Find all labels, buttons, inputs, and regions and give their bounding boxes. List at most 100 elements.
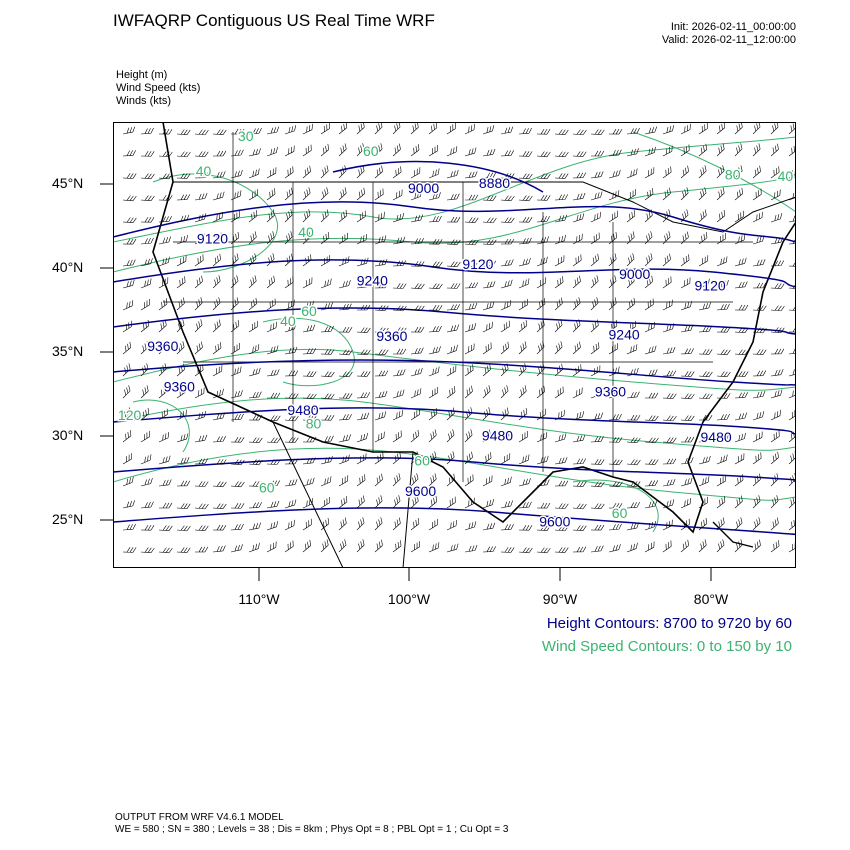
wind-barb: [788, 167, 796, 179]
lat-label-45n: 45°N: [52, 175, 84, 191]
wind-barb: [752, 143, 761, 157]
wind-barb: [770, 409, 781, 421]
wind-barb: [554, 297, 563, 311]
wind-barb: [698, 496, 708, 509]
wind-barb: [608, 366, 620, 377]
wind-barb: [194, 275, 203, 289]
wind-barbs: [122, 122, 796, 554]
height-contour-label: 9360: [147, 338, 178, 354]
wind-barb: [770, 327, 785, 333]
wind-barb: [734, 187, 744, 201]
wind-barb: [698, 476, 710, 487]
wind-barb: [410, 283, 425, 290]
wind-barb: [752, 327, 767, 334]
wind-barb: [266, 231, 275, 245]
wind-barb: [752, 411, 765, 421]
wind-barb: [122, 259, 136, 267]
wind-speed-contour-label: 40: [778, 168, 794, 184]
wind-barb: [266, 459, 281, 465]
wind-barb: [770, 236, 784, 245]
wind-barb: [770, 430, 780, 443]
wind-barb: [662, 253, 671, 267]
wind-barb: [302, 187, 311, 201]
wind-barb: [140, 454, 152, 465]
wind-barb: [716, 475, 727, 487]
wind-barb: [212, 171, 226, 179]
wind-barb: [338, 496, 348, 509]
wind-barb: [410, 122, 419, 135]
wind-speed-contour-label: 60: [259, 480, 275, 496]
weather-map: 8880 9000 9000 9120 9120 9120 9240 9240 9360 9360…: [113, 122, 796, 568]
wind-barb: [338, 393, 353, 399]
wind-barb: [644, 126, 658, 135]
wind-barb: [536, 195, 551, 201]
wind-barb: [554, 386, 564, 399]
wind-barb: [428, 429, 437, 443]
wind-barb: [266, 369, 280, 377]
wind-barb: [680, 415, 695, 421]
wind-barb: [338, 475, 349, 487]
wind-barb: [752, 517, 761, 531]
wind-barb: [356, 392, 371, 399]
wind-barb: [338, 209, 348, 223]
wind-barb: [554, 319, 563, 333]
wind-barb: [680, 348, 695, 355]
wind-barb: [356, 257, 369, 267]
wind-barb: [392, 166, 402, 179]
wind-barb: [284, 370, 299, 377]
wind-barb: [356, 453, 367, 465]
variable-winds-label: Winds (kts): [116, 95, 171, 107]
wind-barb: [662, 299, 673, 311]
wind-barb: [608, 169, 621, 179]
wind-barb: [572, 458, 587, 465]
wind-barb: [266, 321, 277, 333]
wind-barb: [302, 518, 312, 531]
wind-barb: [536, 502, 551, 509]
wind-barb: [770, 369, 784, 377]
wind-barb: [518, 195, 533, 202]
wind-barb: [140, 195, 155, 202]
wind-barb: [140, 524, 155, 531]
wind-barb: [320, 165, 329, 179]
wind-barb: [554, 173, 569, 179]
wind-barb: [518, 341, 527, 355]
wind-barb: [212, 342, 222, 355]
height-contour-label: 9480: [701, 429, 732, 445]
wind-barb: [518, 478, 531, 487]
wind-barb: [500, 195, 515, 202]
wind-barb: [536, 525, 551, 532]
wind-barb: [266, 521, 279, 531]
wind-barb: [554, 151, 569, 158]
wind-barb: [158, 277, 169, 289]
wind-barb: [788, 190, 796, 201]
wind-barb: [230, 459, 245, 466]
wind-barb: [194, 233, 205, 245]
wind-barb: [662, 519, 673, 531]
wind-barb: [464, 194, 479, 201]
wind-barb: [410, 347, 424, 355]
wind-barb: [734, 371, 749, 377]
wind-barb: [374, 305, 389, 311]
wind-barb: [338, 371, 353, 378]
wind-barb: [572, 213, 585, 223]
wind-barb: [374, 188, 384, 201]
wind-barb: [158, 236, 172, 245]
wind-barb: [266, 415, 281, 421]
wind-barb: [194, 458, 209, 465]
wind-barb: [500, 173, 515, 179]
wind-barb: [572, 297, 581, 311]
wind-barb: [140, 278, 152, 289]
wind-barb: [716, 454, 728, 465]
wind-barb: [752, 390, 766, 399]
wind-barb: [482, 321, 493, 333]
variable-wind-speed-label: Wind Speed (kts): [116, 82, 201, 94]
wind-barb: [302, 348, 316, 355]
wind-speed-contour-label: 30: [238, 128, 254, 144]
wind-barb: [140, 299, 150, 311]
wind-barb: [554, 363, 563, 377]
wind-barb: [500, 476, 512, 487]
wind-barb: [626, 414, 641, 421]
wind-barb: [140, 477, 153, 487]
wind-barb: [734, 474, 744, 487]
wind-barb: [374, 390, 388, 399]
